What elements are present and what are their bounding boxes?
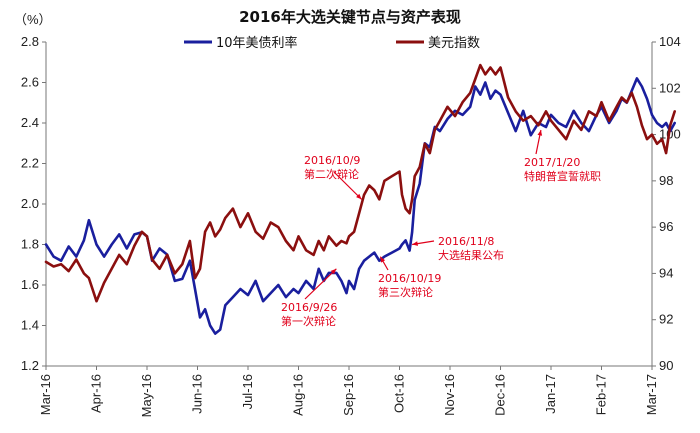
annotation-label: 大选结果公布 bbox=[438, 248, 504, 262]
x-tick-label: Nov-16 bbox=[442, 374, 457, 416]
x-tick-label: Aug-16 bbox=[291, 374, 306, 416]
left-axis-ticks: 1.2 1.4 1.6 1.8 2.0 2.2 2.4 2.6 2.8 bbox=[21, 34, 46, 373]
annotation-label: 第三次辩论 bbox=[378, 285, 433, 299]
series-group bbox=[44, 63, 676, 335]
annotation-label: 第一次辩论 bbox=[281, 314, 336, 328]
series-line-dxy bbox=[44, 63, 676, 303]
chart-title: 2016年大选关键节点与资产表现 bbox=[239, 8, 461, 26]
legend-label-yield: 10年美债利率 bbox=[216, 35, 298, 51]
right-tick-label: 94 bbox=[659, 265, 673, 280]
x-tick-label: Dec-16 bbox=[493, 374, 508, 416]
annotation-label: 第二次辩论 bbox=[304, 167, 359, 181]
right-tick-label: 102 bbox=[659, 80, 681, 95]
right-tick-label: 96 bbox=[659, 219, 673, 234]
annotation-arrowhead bbox=[412, 241, 418, 246]
x-tick-label: Apr-16 bbox=[89, 374, 104, 413]
x-tick-label: Jan-17 bbox=[543, 374, 558, 414]
annotation-label: 2016/10/9 bbox=[304, 154, 360, 167]
right-tick-label: 104 bbox=[659, 34, 681, 49]
x-tick-label: Jul-16 bbox=[240, 374, 255, 409]
left-tick-label: 1.6 bbox=[21, 277, 39, 292]
left-tick-label: 2.8 bbox=[21, 34, 39, 49]
annotation-arrow bbox=[333, 171, 363, 200]
x-tick-label: Oct-16 bbox=[392, 374, 407, 413]
x-tick-label: Mar-16 bbox=[38, 374, 53, 415]
annotation-label: 特朗普宣誓就职 bbox=[524, 169, 601, 183]
annotation-label: 2016/11/8 bbox=[438, 235, 494, 248]
legend-label-dxy: 美元指数 bbox=[428, 36, 480, 51]
annotation-arrowhead bbox=[330, 268, 337, 275]
annotation-arrow bbox=[304, 268, 337, 300]
left-tick-label: 2.6 bbox=[21, 75, 39, 90]
left-axis-unit: （%） bbox=[14, 12, 52, 27]
left-tick-label: 2.0 bbox=[21, 196, 39, 211]
left-tick-label: 2.4 bbox=[21, 115, 39, 130]
annotation-arrowhead bbox=[380, 256, 386, 263]
left-tick-label: 2.2 bbox=[21, 156, 39, 171]
x-tick-label: May-16 bbox=[139, 374, 154, 417]
x-tick-label: Feb-17 bbox=[594, 374, 609, 415]
right-tick-label: 90 bbox=[659, 358, 673, 373]
annotation-group: 2016/10/9第二次辩论2016/11/8大选结果公布2016/10/19第… bbox=[281, 129, 601, 328]
annotation-label: 2016/9/26 bbox=[281, 301, 337, 314]
x-tick-label: Sep-16 bbox=[341, 374, 356, 416]
x-tick-label: Mar-17 bbox=[644, 374, 659, 415]
x-axis-ticks: Mar-16 Apr-16 May-16 Jun-16 Jul-16 Aug-16 Sep-… bbox=[38, 366, 659, 417]
annotation-label: 2016/10/19 bbox=[378, 272, 441, 285]
left-tick-label: 1.2 bbox=[21, 358, 39, 373]
left-tick-label: 1.4 bbox=[21, 318, 39, 333]
annotation-label: 2017/1/20 bbox=[524, 156, 580, 169]
right-tick-label: 98 bbox=[659, 173, 673, 188]
right-tick-label: 92 bbox=[659, 312, 673, 327]
left-tick-label: 1.8 bbox=[21, 237, 39, 252]
annotation-arrowhead bbox=[356, 193, 362, 200]
x-tick-label: Jun-16 bbox=[190, 374, 205, 414]
annotation-arrowhead bbox=[537, 129, 543, 136]
